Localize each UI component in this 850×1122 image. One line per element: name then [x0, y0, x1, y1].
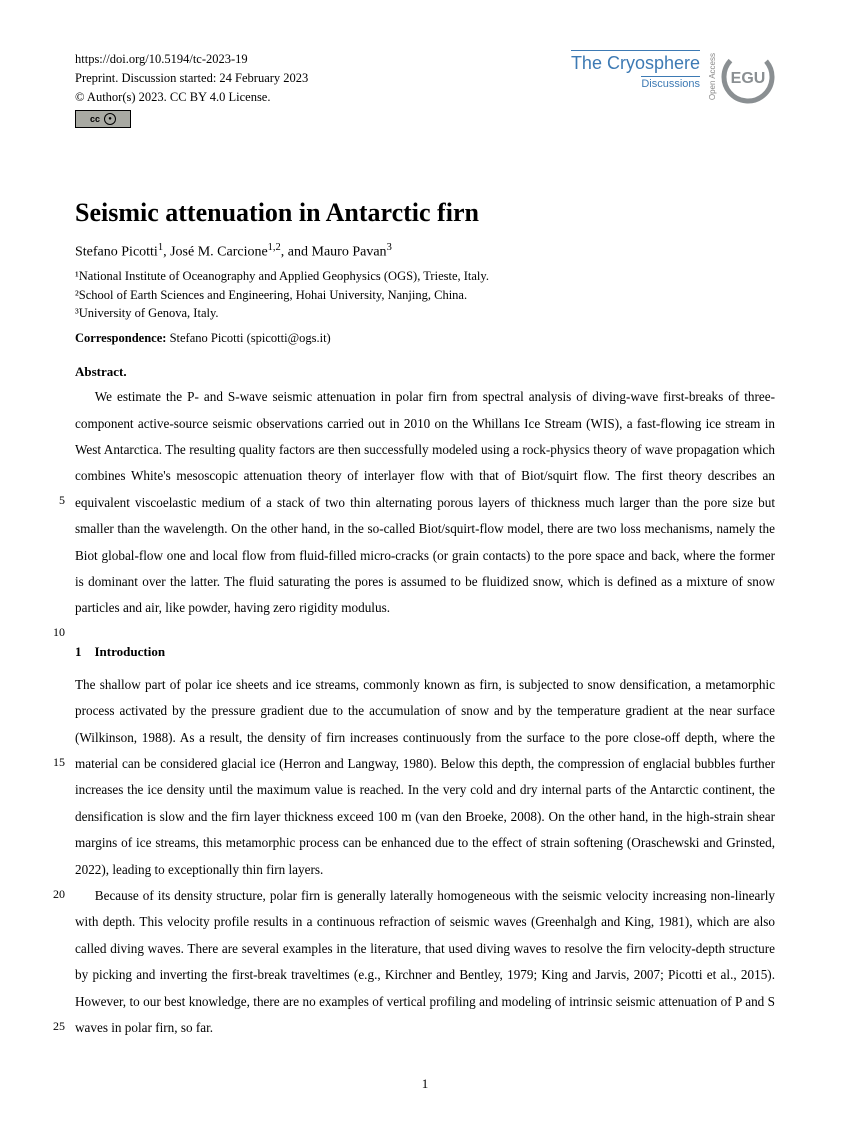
line-number: 25 — [41, 1014, 65, 1038]
abstract-text: 5 10 We estimate the P- and S-wave seism… — [75, 384, 775, 622]
line-number: 20 — [41, 882, 65, 906]
affiliation: ²School of Earth Sciences and Engineerin… — [75, 286, 775, 305]
section-heading: 1 Introduction — [75, 644, 775, 660]
journal-title-block: The Cryosphere Discussions — [571, 50, 700, 92]
journal-name: The Cryosphere — [571, 53, 700, 74]
correspondence: Correspondence: Stefano Picotti (spicott… — [75, 331, 775, 346]
page-header: https://doi.org/10.5194/tc-2023-19 Prepr… — [75, 50, 775, 128]
line-number: 15 — [41, 750, 65, 774]
abstract-paragraph: We estimate the P- and S-wave seismic at… — [75, 384, 775, 622]
intro-paragraph-2: Because of its density structure, polar … — [75, 883, 775, 1041]
abstract-label: Abstract. — [75, 364, 775, 380]
article-title: Seismic attenuation in Antarctic firn — [75, 198, 775, 228]
doi-link[interactable]: https://doi.org/10.5194/tc-2023-19 — [75, 50, 308, 69]
correspondence-text: Stefano Picotti (spicotti@ogs.it) — [170, 331, 331, 345]
correspondence-label: Correspondence: — [75, 331, 166, 345]
header-meta: https://doi.org/10.5194/tc-2023-19 Prepr… — [75, 50, 308, 128]
by-icon: ● — [104, 113, 116, 125]
author: Stefano Picotti — [75, 245, 158, 260]
cc-by-badge[interactable]: cc ● — [75, 110, 131, 128]
open-access-label: Open Access — [708, 53, 717, 100]
page-number: 1 — [422, 1076, 429, 1092]
author: José M. Carcione — [170, 245, 268, 260]
line-number: 10 — [41, 620, 65, 644]
egu-logo: EGU — [721, 50, 775, 104]
copyright-line: © Author(s) 2023. CC BY 4.0 License. — [75, 88, 308, 107]
header-journal: The Cryosphere Discussions Open Access E… — [571, 50, 775, 104]
svg-text:EGU: EGU — [731, 70, 766, 87]
line-number: 5 — [41, 488, 65, 512]
journal-subtitle: Discussions — [641, 76, 700, 90]
author-list: Stefano Picotti1, José M. Carcione1,2, a… — [75, 242, 775, 261]
author: Mauro Pavan — [312, 245, 387, 260]
section-title: Introduction — [95, 644, 166, 659]
affiliation: ¹National Institute of Oceanography and … — [75, 267, 775, 286]
cc-icon: cc — [90, 113, 100, 127]
affiliation: ³University of Genova, Italy. — [75, 304, 775, 323]
intro-body: 15 20 25 The shallow part of polar ice s… — [75, 672, 775, 1042]
affiliations: ¹National Institute of Oceanography and … — [75, 267, 775, 323]
intro-paragraph-1: The shallow part of polar ice sheets and… — [75, 672, 775, 883]
preprint-date: Preprint. Discussion started: 24 Februar… — [75, 69, 308, 88]
section-number: 1 — [75, 644, 82, 659]
